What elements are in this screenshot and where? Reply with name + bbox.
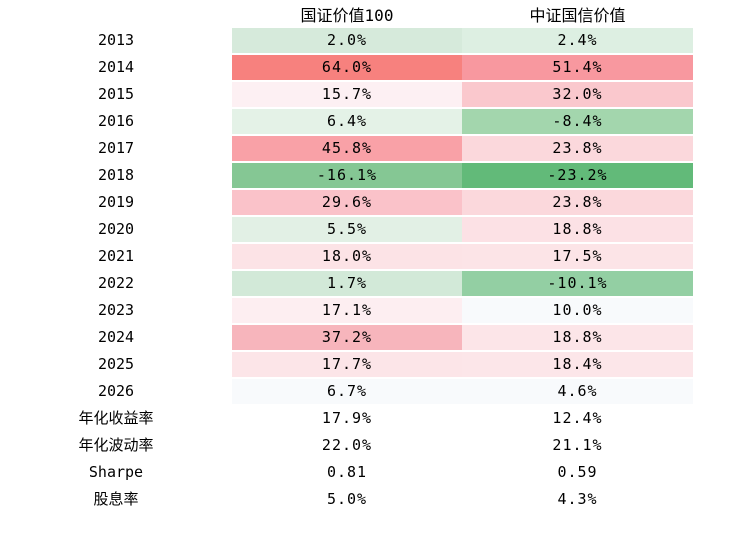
- value-cell-col2: 10.0%: [462, 298, 693, 323]
- row-label: 2013: [0, 28, 232, 53]
- value-cell-col1: 17.7%: [232, 352, 462, 377]
- value-cell-col2: 18.4%: [462, 352, 693, 377]
- row-label: 2017: [0, 136, 232, 161]
- header-spacer: [0, 6, 232, 26]
- row-label: 年化波动率: [0, 433, 232, 458]
- value-cell-col1: 29.6%: [232, 190, 462, 215]
- value-cell-col1: 6.4%: [232, 109, 462, 134]
- value-cell-col2: 4.6%: [462, 379, 693, 404]
- value-cell-col1: 37.2%: [232, 325, 462, 350]
- value-cell-col1: -16.1%: [232, 163, 462, 188]
- row-label: 2021: [0, 244, 232, 269]
- value-cell-col1: 0.81: [232, 460, 462, 485]
- value-cell-col2: 51.4%: [462, 55, 693, 80]
- value-cell-col2: 18.8%: [462, 217, 693, 242]
- column-header-zhongzheng-guoxin-value: 中证国信价值: [529, 6, 626, 25]
- row-label: 2023: [0, 298, 232, 323]
- value-cell-col1: 1.7%: [232, 271, 462, 296]
- value-cell-col2: -10.1%: [462, 271, 693, 296]
- value-cell-col1: 45.8%: [232, 136, 462, 161]
- value-cell-col1: 18.0%: [232, 244, 462, 269]
- value-cell-col1: 22.0%: [232, 433, 462, 458]
- row-label: 2014: [0, 55, 232, 80]
- row-label: 2026: [0, 379, 232, 404]
- row-label: 2025: [0, 352, 232, 377]
- row-label: 2018: [0, 163, 232, 188]
- table-grid: 国证价值100 中证国信价值 2013 2.0% 2.4% 2014 64.0% 51.4…: [0, 6, 693, 512]
- row-label: 2015: [0, 82, 232, 107]
- value-cell-col1: 5.0%: [232, 487, 462, 512]
- row-label: 股息率: [0, 487, 232, 512]
- value-cell-col2: 32.0%: [462, 82, 693, 107]
- row-label: 2022: [0, 271, 232, 296]
- column-header-guozheng-value-100: 国证价值100: [300, 6, 394, 25]
- row-label: Sharpe: [0, 460, 232, 485]
- value-cell-col2: 21.1%: [462, 433, 693, 458]
- row-label: 年化收益率: [0, 406, 232, 431]
- value-cell-col1: 17.1%: [232, 298, 462, 323]
- value-cell-col1: 64.0%: [232, 55, 462, 80]
- value-cell-col2: 23.8%: [462, 136, 693, 161]
- value-cell-col2: 23.8%: [462, 190, 693, 215]
- value-cell-col1: 5.5%: [232, 217, 462, 242]
- value-cell-col2: 2.4%: [462, 28, 693, 53]
- value-cell-col2: -8.4%: [462, 109, 693, 134]
- value-cell-col2: 18.8%: [462, 325, 693, 350]
- value-cell-col1: 15.7%: [232, 82, 462, 107]
- row-label: 2019: [0, 190, 232, 215]
- value-cell-col2: 12.4%: [462, 406, 693, 431]
- value-cell-col1: 17.9%: [232, 406, 462, 431]
- value-cell-col2: 17.5%: [462, 244, 693, 269]
- value-cell-col2: -23.2%: [462, 163, 693, 188]
- row-label: 2024: [0, 325, 232, 350]
- value-cell-col1: 2.0%: [232, 28, 462, 53]
- value-cell-col2: 4.3%: [462, 487, 693, 512]
- row-label: 2020: [0, 217, 232, 242]
- value-cell-col2: 0.59: [462, 460, 693, 485]
- row-label: 2016: [0, 109, 232, 134]
- value-cell-col1: 6.7%: [232, 379, 462, 404]
